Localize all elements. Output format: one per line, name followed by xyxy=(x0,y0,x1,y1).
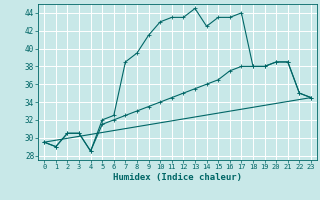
X-axis label: Humidex (Indice chaleur): Humidex (Indice chaleur) xyxy=(113,173,242,182)
